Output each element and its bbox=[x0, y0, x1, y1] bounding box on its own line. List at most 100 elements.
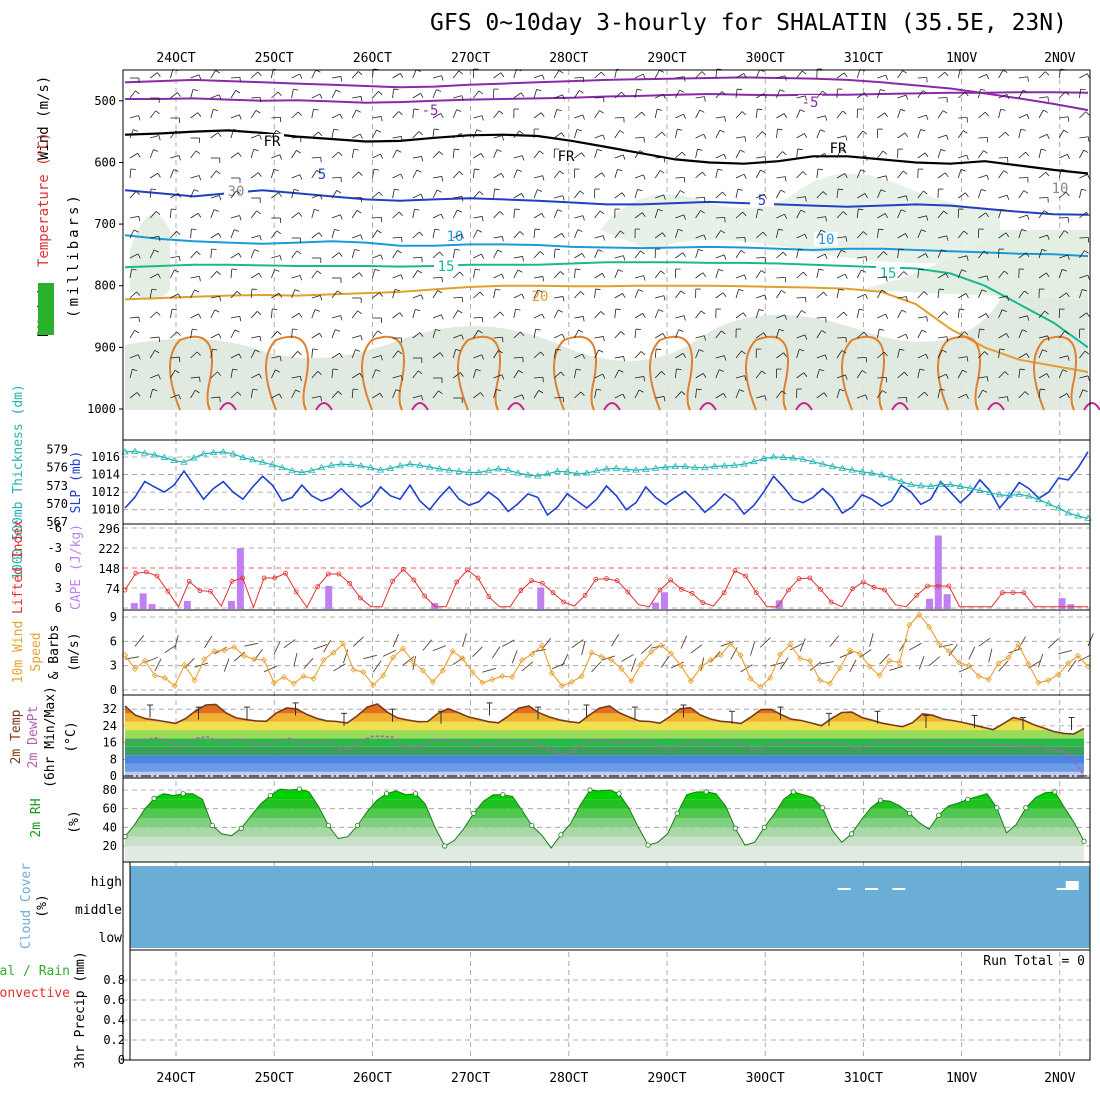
wind-speed-marker bbox=[677, 662, 685, 669]
wind-barb bbox=[836, 110, 843, 119]
wind-barb bbox=[392, 89, 394, 99]
wind-barb bbox=[412, 93, 421, 99]
wind-barb bbox=[897, 170, 904, 179]
wind-barb bbox=[998, 93, 1007, 99]
wind-barb-10m bbox=[918, 656, 925, 670]
wind-barb-flag bbox=[256, 311, 262, 315]
wind-barb-flag bbox=[178, 394, 181, 400]
wind-barb bbox=[129, 215, 139, 219]
wind-barb-flag bbox=[336, 190, 342, 194]
isotherm-4 bbox=[124, 234, 1089, 258]
wind-barb-flag bbox=[1083, 149, 1089, 153]
wind-barb-flag bbox=[395, 389, 401, 392]
wind-barb-flag bbox=[441, 75, 444, 81]
wind-barb bbox=[614, 393, 624, 399]
dewpoint-contour-low bbox=[507, 402, 525, 411]
cape-bar bbox=[1058, 598, 1066, 609]
wind-barb-flag bbox=[1062, 369, 1068, 373]
wind-barb bbox=[190, 390, 196, 399]
wind-barb-flag bbox=[498, 110, 504, 115]
rh-marker bbox=[558, 832, 564, 838]
wind-barb bbox=[331, 229, 335, 239]
wind-barb bbox=[654, 69, 660, 79]
wind-barb bbox=[351, 272, 360, 279]
wind-barb bbox=[1059, 254, 1068, 259]
lifted-index-marker bbox=[486, 594, 492, 600]
wind-barb bbox=[796, 70, 803, 79]
wind-barb-flag bbox=[253, 148, 259, 152]
wind-barb bbox=[695, 171, 703, 179]
lifted-index-marker bbox=[240, 575, 246, 581]
lifted-index-marker bbox=[283, 570, 288, 576]
wind-barb bbox=[170, 208, 172, 219]
wind-barb-flag bbox=[702, 272, 707, 277]
wind-barb-flag bbox=[497, 249, 503, 253]
contour-label: 5 bbox=[318, 167, 326, 183]
thickness-marker bbox=[720, 462, 729, 469]
wind-barb-flag bbox=[758, 309, 764, 312]
ylabel-wind: Wind (m/s) bbox=[36, 76, 52, 160]
wind-barb bbox=[755, 231, 764, 239]
wind-barb-10m bbox=[750, 641, 755, 656]
lifted-index-marker bbox=[679, 586, 684, 592]
wind-barb bbox=[392, 73, 401, 79]
wind-barb-flag bbox=[599, 110, 604, 114]
wind-barb-flag bbox=[683, 114, 687, 119]
wind-barb bbox=[655, 194, 664, 199]
temp-ylabel-2: 2m DewPt bbox=[26, 706, 41, 769]
wind-barb-flag bbox=[560, 271, 565, 276]
rh-marker bbox=[267, 792, 273, 799]
thickness-marker bbox=[288, 466, 296, 474]
wind-barb bbox=[351, 388, 354, 399]
wind-barb-10m bbox=[621, 654, 634, 662]
wind-barb-flag bbox=[319, 333, 323, 338]
wind-barb-flag bbox=[158, 135, 161, 141]
wind-barb bbox=[574, 329, 579, 339]
wind-barb bbox=[675, 176, 685, 179]
wind-barb-flag bbox=[1067, 355, 1070, 361]
wind-barb bbox=[1058, 169, 1062, 179]
wind-barb-flag bbox=[439, 352, 444, 357]
wind-barb-flag bbox=[481, 354, 484, 360]
wind-speed-marker bbox=[528, 651, 536, 658]
wind-barb-10m bbox=[928, 656, 941, 667]
rh-band bbox=[125, 827, 1084, 837]
wind-barb bbox=[170, 293, 179, 299]
thickness-marker bbox=[671, 462, 679, 469]
wind-barb-flag bbox=[985, 212, 989, 218]
wind-barb-flag bbox=[192, 328, 198, 331]
wind-barb bbox=[735, 73, 744, 79]
rh-marker bbox=[442, 843, 448, 849]
wind-barb-flag bbox=[738, 289, 744, 292]
slp-ylabel: SLP (mb) bbox=[69, 451, 84, 514]
wind-barb-flag bbox=[926, 316, 928, 322]
wind-barb-flag bbox=[314, 208, 320, 212]
wind-speed-marker bbox=[628, 678, 635, 685]
wind-barb bbox=[129, 191, 137, 199]
wind-barb-flag bbox=[157, 173, 161, 178]
thickness-marker bbox=[897, 477, 906, 484]
wind-barb-flag bbox=[757, 108, 763, 111]
wind-barb-10m bbox=[730, 647, 738, 660]
temp-contour-low bbox=[937, 335, 981, 411]
lifted-index-marker bbox=[818, 586, 823, 592]
wind-barb bbox=[594, 235, 604, 239]
wind-barb-flag bbox=[397, 350, 403, 355]
wind-barb bbox=[978, 275, 988, 279]
wind-barb-10m bbox=[521, 661, 534, 672]
wind-speed-marker bbox=[866, 663, 873, 670]
rh-shading-mid bbox=[600, 173, 1000, 264]
wind-barb bbox=[190, 112, 199, 119]
wind-barb-flag bbox=[864, 294, 868, 299]
wind-barb-flag bbox=[844, 173, 848, 179]
thickness-marker bbox=[612, 464, 621, 471]
wind-barb bbox=[654, 232, 663, 239]
wind-barb bbox=[170, 309, 173, 319]
wind-ylabel-3: & Barbs bbox=[47, 625, 62, 680]
wind-barb bbox=[392, 312, 401, 319]
wind-barb-flag bbox=[598, 349, 604, 353]
wind-barb-flag bbox=[333, 128, 339, 131]
wind-barb-flag bbox=[882, 150, 888, 155]
wind-barb bbox=[634, 289, 639, 299]
wind-barb bbox=[250, 210, 257, 219]
